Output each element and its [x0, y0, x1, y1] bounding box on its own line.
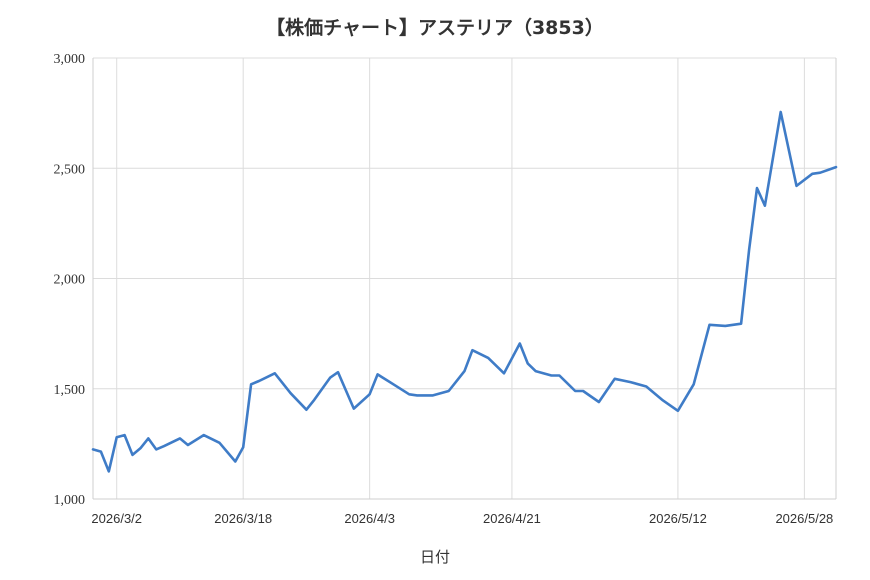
price-series-line: [91, 110, 838, 473]
y-tick-label: 3,000: [54, 52, 86, 67]
series-lines: [91, 110, 838, 473]
x-axis-label: 日付: [420, 548, 450, 566]
grid-lines: [93, 57, 836, 500]
x-tick-label: 2026/4/3: [344, 511, 395, 526]
y-tick-label: 2,500: [54, 162, 86, 177]
y-tick-label: 2,000: [54, 273, 86, 288]
y-axis-ticks: 1,000 1,500 2,000 2,500 3,000: [54, 52, 86, 508]
axes: [92, 58, 837, 500]
x-tick-label: 2026/4/21: [483, 511, 541, 526]
x-axis-ticks: 2026/3/2 2026/3/18 2026/4/3 2026/4/21 2026/5…: [91, 511, 833, 526]
x-tick-label: 2026/3/18: [214, 511, 272, 526]
x-tick-label: 2026/5/12: [649, 511, 707, 526]
y-tick-label: 1,000: [54, 493, 86, 508]
x-tick-label: 2026/3/2: [91, 511, 142, 526]
x-tick-label: 2026/5/28: [775, 511, 833, 526]
y-tick-label: 1,500: [54, 383, 86, 398]
chart-title: 【株価チャート】アステリア（3853）: [266, 16, 604, 39]
